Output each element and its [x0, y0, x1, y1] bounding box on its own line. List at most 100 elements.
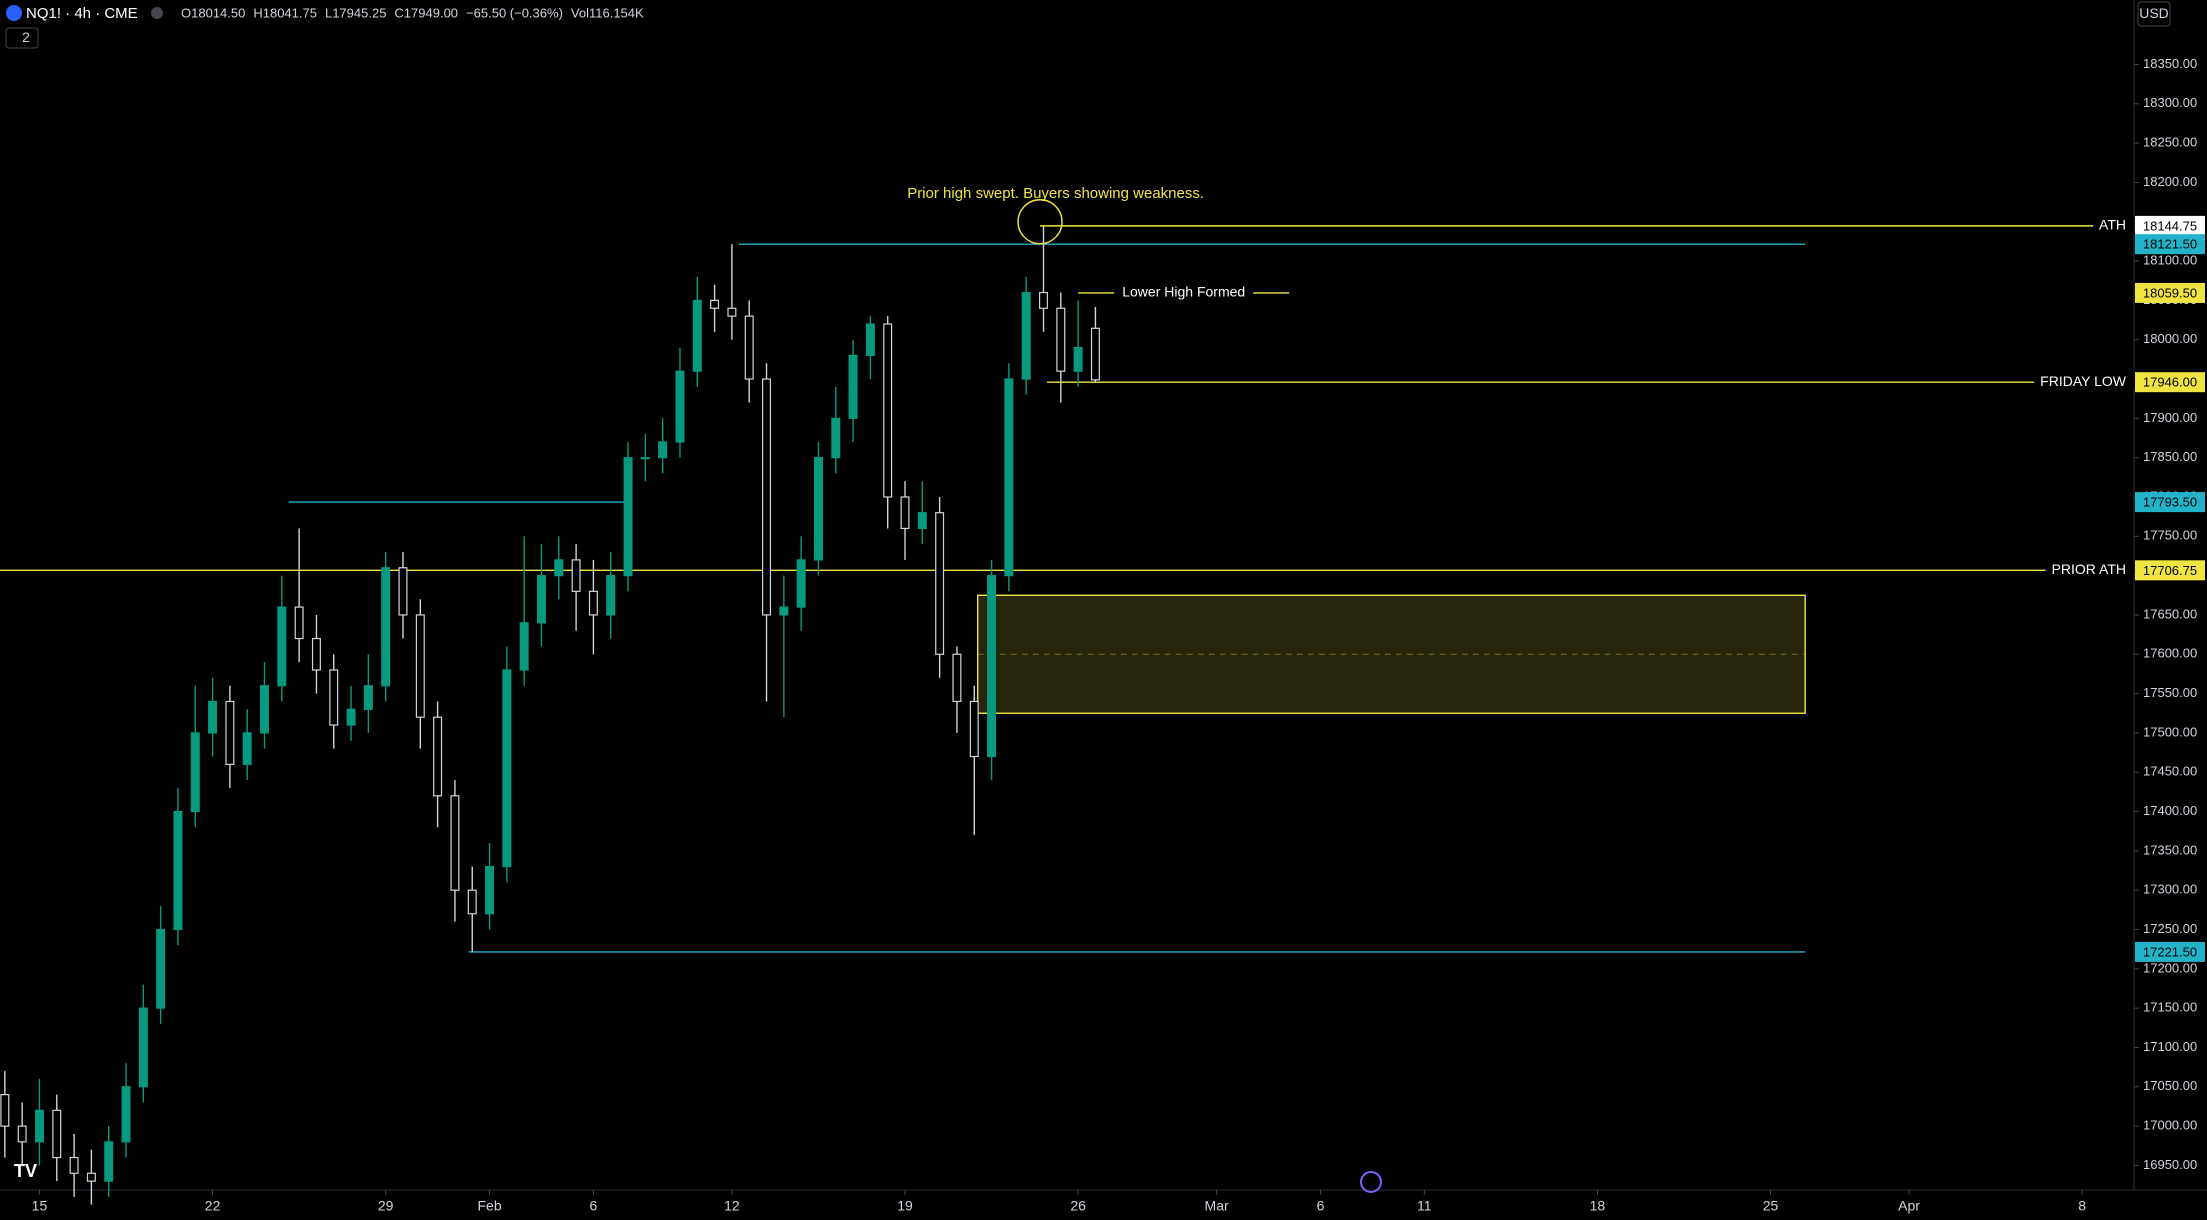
- y-tick-label: 17550.00: [2143, 685, 2197, 700]
- y-tick-label: 18350.00: [2143, 56, 2197, 71]
- y-tick-label: 17500.00: [2143, 724, 2197, 739]
- candle-body: [294, 606, 304, 640]
- candle-body: [104, 1141, 114, 1182]
- candle-body: [398, 567, 408, 616]
- y-tick-label: 17600.00: [2143, 646, 2197, 661]
- candle-body: [156, 928, 166, 1009]
- level-name: PRIOR ATH: [2052, 561, 2126, 577]
- candle-body: [329, 669, 339, 726]
- candle-body: [450, 795, 460, 891]
- candle-body: [779, 606, 789, 616]
- y-tick-label: 17100.00: [2143, 1039, 2197, 1054]
- candle-body: [1056, 307, 1066, 372]
- candle-body: [208, 700, 218, 734]
- candle-body: [311, 637, 321, 671]
- replay-button[interactable]: [1360, 1171, 1382, 1193]
- indicators-toggle[interactable]: [5, 27, 39, 49]
- candle-body: [658, 441, 668, 459]
- legend-item: O18014.50: [181, 5, 245, 20]
- legend-item: −65.50 (−0.36%): [466, 5, 563, 20]
- candle-body: [277, 606, 287, 687]
- y-tick-label: 18000.00: [2143, 331, 2197, 346]
- symbol[interactable]: NQ1! · 4h · CME: [26, 5, 138, 22]
- price-badge-label: 17793.50: [2143, 495, 2197, 510]
- y-tick-label: 17350.00: [2143, 842, 2197, 857]
- price-badge: [2135, 282, 2205, 303]
- y-tick-label: 17000.00: [2143, 1118, 2197, 1133]
- candle-body: [762, 378, 772, 616]
- price-badge-label: 17221.50: [2143, 944, 2197, 959]
- candle-body: [935, 512, 945, 655]
- candle-body: [675, 370, 685, 443]
- candle-body: [917, 512, 927, 530]
- y-tick-label: 17250.00: [2143, 921, 2197, 936]
- level-name: ATH: [2099, 217, 2126, 233]
- currency-box[interactable]: [2137, 1, 2171, 27]
- x-tick-label: Apr: [1898, 1198, 1920, 1214]
- x-tick-label: 18: [1590, 1198, 1606, 1214]
- candle-body: [467, 889, 477, 915]
- y-tick-label: 18200.00: [2143, 174, 2197, 189]
- candle-body: [623, 457, 633, 577]
- candle-body: [433, 716, 443, 797]
- symbol-icon[interactable]: [6, 5, 22, 21]
- y-tick-label: 17150.00: [2143, 1000, 2197, 1015]
- candle-body: [883, 323, 893, 498]
- candle-body: [727, 307, 737, 317]
- x-tick-label: 15: [32, 1198, 48, 1214]
- sweep-circle: [1017, 199, 1063, 245]
- candle-body: [1021, 291, 1031, 380]
- candle-body: [346, 708, 356, 726]
- x-tick-label: 29: [378, 1198, 394, 1214]
- candle-body: [969, 700, 979, 758]
- candle-body: [0, 1094, 10, 1127]
- candle-body: [536, 575, 546, 624]
- candle-body: [900, 496, 910, 530]
- candle-body: [17, 1125, 27, 1143]
- legend-item: Vol116.154K: [571, 5, 644, 20]
- candle-body: [1004, 378, 1014, 577]
- y-tick-label: 17300.00: [2143, 882, 2197, 897]
- candle-body: [710, 299, 720, 309]
- candle-body: [121, 1086, 131, 1143]
- price-badge: [2135, 492, 2205, 513]
- x-tick-label: 6: [1317, 1198, 1325, 1214]
- candle-body: [381, 567, 391, 687]
- y-tick-label: 17900.00: [2143, 410, 2197, 425]
- candle-body: [190, 732, 200, 813]
- x-tick-label: 8: [2078, 1198, 2086, 1214]
- x-tick-label: Feb: [477, 1198, 501, 1214]
- x-tick-label: 11: [1417, 1198, 1432, 1214]
- candle-body: [34, 1109, 44, 1143]
- y-tick-label: 17650.00: [2143, 606, 2197, 621]
- candle-body: [588, 590, 598, 616]
- candle-body: [485, 865, 495, 915]
- y-tick-label: 18250.00: [2143, 135, 2197, 150]
- candle-body: [987, 575, 997, 758]
- price-badge-label: 17946.00: [2143, 375, 2197, 390]
- candle-body: [242, 732, 252, 765]
- x-tick-label: 26: [1070, 1198, 1086, 1214]
- currency[interactable]: USD: [2139, 5, 2169, 21]
- candle-body: [260, 685, 270, 734]
- price-badge-label: 17706.75: [2143, 563, 2197, 578]
- candle-body: [363, 685, 373, 710]
- candle-body: [173, 810, 183, 931]
- legend-item: L17945.25: [325, 5, 386, 20]
- ohlc-legend: O18014.50 H18041.75 L17945.25 C17949.00 −65.…: [181, 5, 644, 20]
- price-badge-label: 18144.75: [2143, 218, 2197, 233]
- candle-body: [744, 315, 754, 380]
- candle-body: [86, 1172, 96, 1182]
- candle-body: [848, 354, 858, 419]
- y-tick-label: 17450.00: [2143, 764, 2197, 779]
- zone: [977, 594, 1806, 714]
- price-badge: [2135, 234, 2205, 255]
- candle-body: [796, 559, 806, 608]
- indicator-count[interactable]: 2: [22, 29, 30, 45]
- candle-body: [831, 417, 841, 459]
- candle-body: [502, 669, 512, 868]
- candle-body: [52, 1109, 62, 1159]
- price-badge-label: 18121.50: [2143, 237, 2197, 252]
